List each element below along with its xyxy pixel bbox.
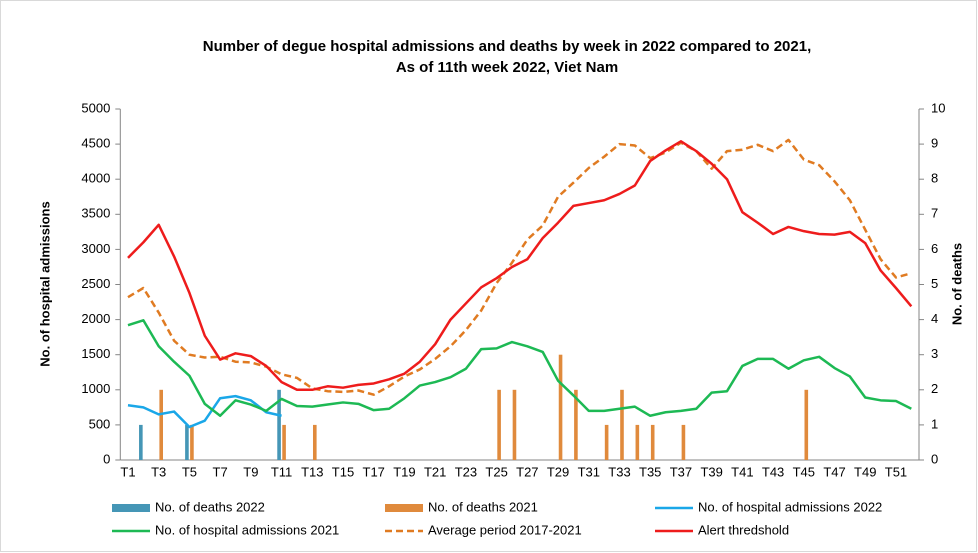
x-tick-label: T23 — [455, 464, 477, 479]
bar — [558, 354, 563, 460]
bar — [635, 424, 640, 460]
line — [127, 319, 912, 418]
x-tick-label: T15 — [332, 464, 354, 479]
y2-tick-label: 0 — [931, 451, 938, 466]
line — [127, 140, 913, 392]
y-tick-label: 2000 — [81, 311, 110, 326]
chart-title: As of 11th week 2022, Viet Nam — [396, 59, 618, 76]
chart-title: Number of degue hospital admissions and … — [203, 38, 812, 55]
y2-tick-label: 10 — [931, 100, 945, 115]
x-tick-label: T33 — [608, 464, 630, 479]
x-tick-label: T39 — [700, 464, 722, 479]
legend-label: No. of hospital admissions 2021 — [155, 522, 339, 537]
y-tick-label: 1000 — [81, 381, 110, 396]
x-tick-label: T35 — [639, 464, 661, 479]
legend-label: Average period 2017-2021 — [428, 522, 582, 537]
bar — [650, 424, 655, 460]
bar — [190, 424, 194, 460]
line — [127, 138, 912, 396]
bar — [185, 424, 189, 460]
bar — [282, 424, 286, 460]
y2-axis-title: No. of deaths — [949, 243, 964, 325]
y2-tick-label: 7 — [931, 206, 938, 221]
x-tick-label: T9 — [243, 464, 258, 479]
bar — [512, 389, 517, 460]
x-tick-label: T43 — [762, 464, 784, 479]
bar — [804, 389, 809, 460]
x-tick-label: T47 — [823, 464, 845, 479]
legend-label: No. of deaths 2022 — [155, 499, 265, 514]
x-tick-label: T31 — [578, 464, 600, 479]
y2-tick-label: 8 — [931, 171, 938, 186]
bar — [277, 389, 281, 460]
x-tick-label: T45 — [793, 464, 815, 479]
y-tick-label: 1500 — [81, 346, 110, 361]
legend-swatch — [112, 504, 150, 512]
x-tick-label: T1 — [120, 464, 135, 479]
legend-label: Alert thredshold — [698, 522, 789, 537]
x-tick-label: T27 — [516, 464, 538, 479]
bar — [620, 389, 624, 460]
y2-tick-label: 3 — [931, 346, 938, 361]
bar — [139, 424, 143, 460]
bar — [574, 389, 578, 460]
x-tick-label: T29 — [547, 464, 569, 479]
y2-tick-label: 5 — [931, 276, 938, 291]
y-tick-label: 3000 — [81, 241, 110, 256]
x-tick-label: T11 — [271, 464, 292, 479]
x-tick-label: T17 — [363, 464, 385, 479]
legend-label: No. of deaths 2021 — [428, 499, 538, 514]
bar — [497, 389, 501, 460]
x-tick-label: T19 — [393, 464, 415, 479]
x-tick-label: T41 — [731, 464, 753, 479]
y-tick-label: 2500 — [81, 276, 110, 291]
legend-swatch — [385, 504, 423, 512]
y-axis-title: No. of hospital admissions — [37, 201, 52, 366]
bar — [604, 424, 609, 460]
y-tick-label: 3500 — [81, 206, 110, 221]
bar — [312, 424, 317, 460]
x-tick-label: T3 — [151, 464, 166, 479]
y-tick-label: 0 — [103, 451, 110, 466]
x-tick-label: T5 — [182, 464, 197, 479]
bar — [681, 424, 686, 460]
legend-label: No. of hospital admissions 2022 — [698, 499, 882, 514]
x-tick-label: T49 — [854, 464, 876, 479]
bar — [159, 389, 163, 460]
x-tick-label: T13 — [301, 464, 323, 479]
y2-tick-label: 6 — [931, 241, 938, 256]
line — [127, 394, 282, 429]
x-tick-label: T37 — [670, 464, 692, 479]
y2-tick-label: 1 — [931, 416, 938, 431]
x-tick-label: T51 — [885, 464, 907, 479]
x-tick-label: T25 — [485, 464, 507, 479]
x-tick-label: T21 — [424, 464, 446, 479]
y-tick-label: 5000 — [81, 100, 110, 115]
y-tick-label: 4000 — [81, 171, 110, 186]
y2-tick-label: 2 — [931, 381, 938, 396]
x-tick-label: T7 — [213, 464, 228, 479]
y2-tick-label: 4 — [931, 311, 938, 326]
y-tick-label: 500 — [89, 416, 111, 431]
y-tick-label: 4500 — [81, 136, 110, 151]
y2-tick-label: 9 — [931, 136, 938, 151]
